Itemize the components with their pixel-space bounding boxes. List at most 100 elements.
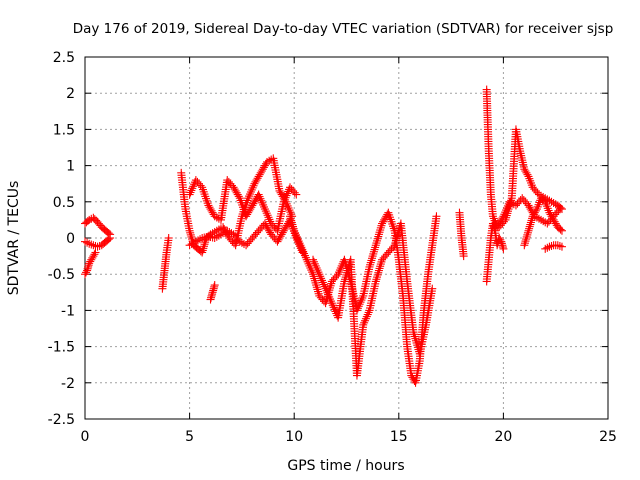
x-tick-label: 0 [81, 429, 90, 445]
data-point [187, 240, 196, 249]
data-point [356, 298, 365, 307]
data-point [374, 232, 383, 241]
data-point [199, 244, 208, 253]
data-point [309, 257, 318, 266]
data-point [196, 181, 205, 190]
data-point [164, 234, 173, 242]
data-point [531, 206, 540, 215]
data-point [251, 177, 260, 186]
y-tick-label: 0 [66, 231, 75, 247]
data-point [249, 199, 258, 208]
data-point [525, 222, 534, 231]
data-point [546, 210, 555, 219]
data-point [526, 218, 535, 227]
data-point [296, 241, 305, 250]
data-point [357, 296, 366, 305]
data-point [284, 204, 293, 213]
data-point [248, 201, 257, 210]
data-point [283, 189, 292, 198]
data-point [87, 240, 96, 249]
series-sat-e [177, 154, 297, 257]
data-point [549, 215, 558, 224]
series-sat-a [81, 213, 115, 239]
data-point [81, 270, 89, 279]
data-point [286, 214, 295, 223]
data-point [286, 212, 295, 221]
data-point [230, 185, 239, 194]
data-point [314, 268, 323, 277]
data-point [316, 272, 325, 281]
data-point [244, 194, 253, 203]
data-point [323, 288, 332, 297]
y-axis-label: SDTVAR / TECUs [6, 181, 22, 296]
data-point [371, 243, 380, 252]
y-tick-label: 1.5 [53, 122, 75, 138]
data-point [189, 182, 198, 191]
data-point [253, 174, 262, 183]
data-point [290, 188, 299, 197]
data-point [278, 228, 287, 237]
data-point [246, 187, 255, 196]
data-point [292, 232, 301, 241]
data-point [225, 227, 234, 236]
data-point [199, 242, 208, 251]
data-point [551, 219, 560, 228]
data-point [319, 280, 328, 289]
data-point [258, 198, 267, 207]
data-point [374, 268, 383, 277]
data-point [207, 206, 216, 215]
data-point [95, 241, 104, 250]
data-point [313, 266, 322, 275]
data-point [252, 176, 261, 185]
data-point [527, 216, 536, 225]
data-point [214, 231, 223, 240]
data-point [364, 308, 373, 317]
data-point [311, 261, 320, 270]
data-point [287, 218, 296, 227]
data-point [374, 230, 383, 239]
data-point [361, 314, 370, 323]
data-point [88, 253, 97, 262]
data-point [261, 221, 270, 230]
data-point [358, 293, 367, 302]
data-point [231, 186, 240, 195]
data-point [545, 242, 554, 251]
data-point [557, 226, 566, 235]
data-point [326, 297, 335, 306]
data-point [327, 299, 336, 308]
data-point [198, 248, 207, 257]
x-axis-label: GPS time / hours [287, 458, 404, 474]
data-point [263, 223, 272, 232]
data-point [185, 241, 194, 250]
data-point [242, 212, 251, 221]
data-point [283, 201, 292, 210]
data-point [204, 201, 213, 210]
data-point [263, 211, 272, 220]
data-point [82, 268, 91, 277]
y-tick-label: 1 [66, 159, 75, 175]
series-sat-c [81, 234, 115, 251]
data-point [237, 238, 246, 247]
data-point [522, 235, 531, 244]
x-tick-labels: 0 5 10 15 20 25 [81, 429, 617, 445]
data-point [196, 235, 205, 244]
data-point [547, 241, 556, 250]
y-tick-labels: -2.5 -2 -1.5 -1 -0.5 0 0.5 1 1.5 2 2.5 [48, 50, 75, 428]
series-sat-k [455, 208, 468, 261]
y-tick-label: -2.5 [48, 412, 75, 428]
data-point [410, 332, 419, 341]
data-point [185, 226, 194, 235]
data-point [282, 191, 291, 200]
data-point [255, 170, 264, 179]
data-point [261, 207, 270, 216]
data-point [301, 253, 310, 262]
data-point [290, 226, 299, 235]
data-point [300, 249, 309, 258]
data-point [256, 168, 265, 177]
axis-ticks [84, 56, 609, 420]
data-point [495, 234, 504, 242]
data-point [524, 201, 533, 210]
data-point [370, 245, 379, 254]
data-point [410, 330, 419, 339]
data-point [234, 192, 243, 201]
